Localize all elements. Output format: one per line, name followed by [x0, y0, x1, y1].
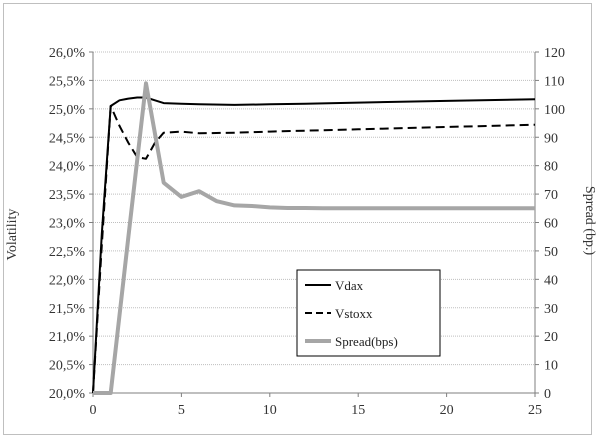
- legend-label: Vdax: [335, 278, 364, 293]
- y-tick-label: 24,0%: [49, 160, 86, 175]
- series-line-vstoxx: [92, 105, 536, 394]
- axes: [89, 51, 539, 397]
- legend-label: Spread(bps): [335, 334, 398, 349]
- legend: Vdax Vstoxx Spread(bps): [296, 269, 441, 357]
- chart-frame: [3, 3, 592, 435]
- tick-labels: 20,0% 0 20,5% 10 21,0% 20 21,5% 30 22,0% 40 22,5% 5…: [49, 46, 565, 418]
- series-lines: [92, 81, 536, 395]
- y2-tick-label: 80: [544, 160, 558, 175]
- y2-tick-label: 30: [544, 302, 558, 317]
- y-tick-label: 20,5%: [49, 359, 86, 374]
- y2-tick-label: 90: [544, 131, 558, 146]
- y-tick-label: 26,0%: [49, 46, 86, 61]
- y-tick-label: 25,5%: [49, 74, 86, 89]
- x-tick-label: 5: [178, 403, 185, 418]
- x-tick-label: 0: [90, 403, 97, 418]
- y-tick-label: 25,0%: [49, 103, 86, 118]
- y2-axis-label: Spread (bp.): [582, 186, 597, 256]
- series-line-spread-bps-: [93, 81, 535, 395]
- y2-tick-label: 70: [544, 188, 558, 203]
- y2-tick-label: 60: [544, 217, 558, 232]
- y-tick-label: 23,0%: [49, 217, 86, 232]
- y-tick-label: 23,5%: [49, 188, 86, 203]
- y-tick-label: 20,0%: [49, 387, 86, 402]
- y-axis-label: Volatility: [5, 209, 20, 261]
- y2-tick-label: 10: [544, 359, 558, 374]
- y-tick-label: 22,5%: [49, 245, 86, 260]
- x-tick-label: 10: [263, 403, 277, 418]
- y-tick-label: 22,0%: [49, 273, 86, 288]
- y2-tick-label: 0: [544, 387, 551, 402]
- y-tick-label: 24,5%: [49, 131, 86, 146]
- y-tick-label: 21,0%: [49, 330, 86, 345]
- series-line-vdax: [92, 96, 536, 394]
- y2-tick-label: 110: [544, 74, 564, 89]
- legend-label: Vstoxx: [335, 306, 373, 321]
- x-tick-label: 25: [528, 403, 542, 418]
- x-tick-label: 20: [440, 403, 454, 418]
- x-tick-label: 15: [351, 403, 365, 418]
- y-tick-label: 21,5%: [49, 302, 86, 317]
- y2-tick-label: 120: [544, 46, 565, 61]
- y2-tick-label: 20: [544, 330, 558, 345]
- y2-tick-label: 50: [544, 245, 558, 260]
- y2-tick-label: 40: [544, 273, 558, 288]
- y2-tick-label: 100: [544, 103, 565, 118]
